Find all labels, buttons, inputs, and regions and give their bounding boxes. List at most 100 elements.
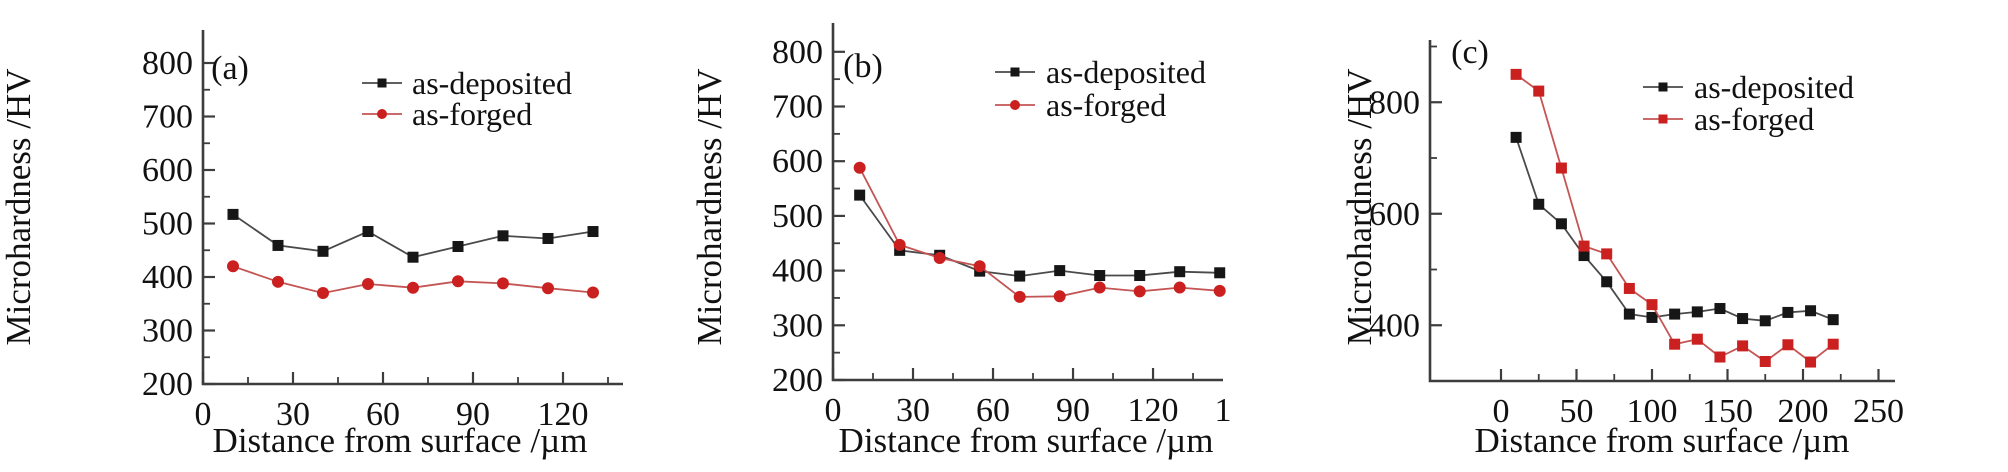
data-point-as-forged — [1013, 290, 1026, 303]
x-tick-label: 90 — [1056, 392, 1090, 429]
legend-marker-square-icon — [1658, 114, 1668, 124]
data-point-as-forged — [973, 260, 986, 273]
data-point-as-forged — [1213, 284, 1226, 297]
x-tick-label: 30 — [896, 392, 930, 429]
y-tick-label: 300 — [772, 307, 823, 344]
data-point-as-deposited — [1805, 305, 1817, 317]
y-tick-label: 800 — [772, 34, 823, 71]
data-point-as-forged — [587, 286, 599, 299]
data-point-as-deposited — [1623, 308, 1635, 320]
x-axis-end-label: 1 — [1215, 392, 1232, 429]
data-point-as-forged — [1053, 290, 1066, 303]
chart-panel-b: 0 30 60 90 120 200 300 400 500 600 700 800 1 as-depos… — [669, 0, 1338, 472]
data-point-as-deposited — [1054, 265, 1066, 277]
data-point-as-deposited — [1510, 131, 1522, 143]
data-point-as-deposited — [1533, 198, 1545, 210]
data-point-as-forged — [1601, 248, 1613, 260]
data-point-as-forged — [1533, 85, 1545, 97]
legend-item-label: as-deposited — [1694, 69, 1854, 105]
x-tick-label: 0 — [195, 396, 212, 433]
y-tick-label: 300 — [142, 313, 193, 350]
data-point-as-deposited — [272, 239, 284, 251]
data-point-as-deposited — [497, 230, 509, 242]
y-axis-title: Microhardness /HV — [1340, 68, 1379, 345]
y-axis-title: Microhardness /HV — [0, 68, 38, 345]
legend-marker-square-icon — [1010, 67, 1020, 77]
y-tick-label: 600 — [772, 143, 823, 180]
data-point-as-forged — [407, 281, 419, 294]
series-line-as-forged — [858, 167, 1220, 298]
series-line-as-deposited — [858, 194, 1220, 278]
data-point-as-deposited — [1601, 276, 1613, 288]
series-line-as-deposited — [232, 213, 594, 259]
data-point-as-forged — [1133, 285, 1146, 298]
data-point-as-forged — [1578, 240, 1590, 252]
y-tick-label: 200 — [772, 362, 823, 399]
y-tick-label: 800 — [1369, 84, 1420, 121]
legend-marker-circle-icon — [1010, 100, 1020, 110]
x-tick-label: 100 — [1627, 393, 1678, 430]
data-point-as-deposited — [1094, 270, 1106, 282]
y-tick-label: 400 — [772, 253, 823, 290]
y-tick-label: 400 — [142, 259, 193, 296]
data-point-as-deposited — [362, 226, 374, 238]
data-point-as-forged — [1805, 356, 1817, 368]
chart-panel-a: 0 30 60 90 120 200 300 400 500 600 700 800 as-deposi… — [0, 0, 669, 472]
data-point-as-deposited — [587, 226, 599, 238]
y-tick-label: 700 — [772, 89, 823, 126]
x-tick-label: 150 — [1702, 393, 1753, 430]
data-point-as-forged — [1782, 339, 1794, 351]
x-tick-label: 60 — [366, 396, 400, 433]
chart-panel-c: 0 50 100 150 200 250 400 600 800 as-deposited as-f… — [1338, 0, 2007, 472]
panel-letter: (b) — [843, 48, 883, 85]
x-tick-label: 60 — [976, 392, 1010, 429]
data-point-as-deposited — [227, 208, 239, 220]
data-point-as-forged — [272, 275, 284, 288]
x-tick-label: 0 — [1493, 393, 1510, 430]
x-axis-title: Distance from surface /µm — [213, 421, 588, 460]
data-point-as-deposited — [1714, 303, 1726, 315]
legend-marker-circle-icon — [377, 109, 387, 119]
data-point-as-deposited — [1691, 306, 1703, 318]
x-tick-label: 120 — [538, 396, 589, 433]
x-tick-label: 200 — [1778, 393, 1829, 430]
data-point-as-forged — [1827, 338, 1839, 350]
data-point-as-forged — [1510, 68, 1522, 80]
data-point-as-forged — [317, 287, 329, 300]
data-point-as-deposited — [1669, 308, 1681, 320]
data-point-as-forged — [227, 260, 239, 273]
data-point-as-deposited — [1646, 311, 1658, 323]
y-tick-label: 500 — [772, 198, 823, 235]
data-point-as-deposited — [1555, 218, 1567, 230]
panel-letter: (a) — [211, 50, 249, 87]
chart-svg-a: 0 30 60 90 120 200 300 400 500 600 700 800 as-deposi… — [0, 30, 623, 460]
data-point-as-forged — [933, 252, 946, 265]
data-point-as-forged — [542, 282, 554, 295]
y-tick-label: 500 — [142, 206, 193, 243]
x-axis-title: Distance from surface /µm — [1475, 421, 1850, 460]
legend-marker-square-icon — [1658, 82, 1668, 92]
x-axis-title: Distance from surface /µm — [839, 421, 1214, 460]
data-point-as-deposited — [1134, 270, 1146, 282]
data-point-as-forged — [1669, 338, 1681, 350]
data-point-as-deposited — [1737, 313, 1749, 325]
chart-svg-c: 0 50 100 150 200 250 400 600 800 as-depositedas-f… — [1340, 34, 1904, 460]
data-point-as-forged — [1173, 281, 1186, 294]
legend-marker-square-icon — [377, 78, 387, 88]
data-point-as-forged — [1623, 282, 1635, 294]
data-point-as-deposited — [407, 251, 419, 263]
y-tick-label: 700 — [142, 99, 193, 136]
data-point-as-deposited — [452, 241, 464, 253]
x-tick-label: 50 — [1560, 393, 1594, 430]
data-point-as-deposited — [1014, 270, 1026, 282]
data-point-as-forged — [452, 275, 464, 288]
legend-item-label: as-deposited — [412, 65, 572, 101]
panel-letter: (c) — [1451, 34, 1489, 71]
y-tick-label: 200 — [142, 366, 193, 403]
data-point-as-forged — [1646, 299, 1658, 311]
x-tick-label: 90 — [456, 396, 490, 433]
data-point-as-deposited — [542, 232, 554, 244]
chart-svg-b: 0 30 60 90 120 200 300 400 500 600 700 800 1 as-depos… — [690, 23, 1232, 460]
legend-item-label: as-forged — [412, 96, 532, 132]
data-point-as-deposited — [317, 245, 329, 257]
